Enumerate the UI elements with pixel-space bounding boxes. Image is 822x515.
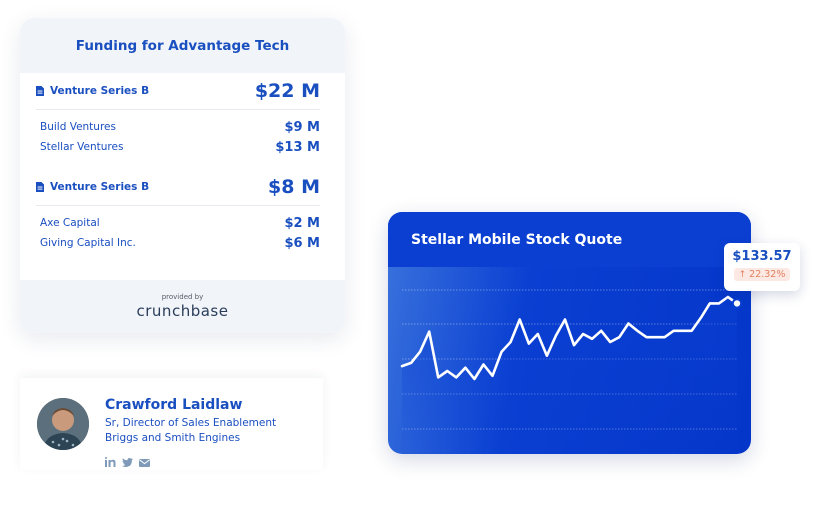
contact-title: Sr, Director of Sales Enablement (105, 417, 277, 429)
document-icon (36, 182, 44, 192)
investor-name[interactable]: Build Ventures (40, 121, 116, 133)
funding-header: Funding for Advantage Tech (20, 18, 345, 73)
funding-footer: provided by crunchbase (20, 280, 345, 333)
investor-list: Build Ventures $9 M Stellar Ventures $13… (36, 110, 320, 169)
round-name: Venture Series B (50, 181, 150, 193)
investor-amount: $2 M (284, 215, 320, 231)
round-name: Venture Series B (50, 85, 150, 97)
arrow-up-icon: ↑ (738, 269, 747, 280)
investor-row: Giving Capital Inc. $6 M (40, 233, 320, 253)
contact-name[interactable]: Crawford Laidlaw (105, 397, 243, 413)
price-badge: $133.57 ↑ 22.32% (724, 243, 800, 291)
stock-line (400, 295, 739, 381)
stock-area (402, 297, 737, 454)
investor-amount: $9 M (284, 119, 320, 135)
round-header: Venture Series B $22 M (36, 73, 320, 110)
stock-current-point[interactable] (731, 298, 743, 309)
round-total: $8 M (268, 176, 320, 198)
linkedin-icon[interactable] (105, 452, 116, 471)
social-links (105, 452, 276, 471)
funding-round: Venture Series B $22 M Build Ventures $9… (20, 73, 345, 169)
investor-name[interactable]: Giving Capital Inc. (40, 237, 136, 249)
investor-list: Axe Capital $2 M Giving Capital Inc. $6 … (36, 206, 320, 265)
crunchbase-logo[interactable]: crunchbase (136, 302, 229, 320)
twitter-icon[interactable] (122, 452, 133, 471)
funding-round: Venture Series B $8 M Axe Capital $2 M G… (20, 169, 345, 265)
round-name-wrapper: Venture Series B (36, 181, 149, 193)
stock-header: Stellar Mobile Stock Quote (388, 212, 751, 267)
document-icon (36, 86, 44, 96)
email-icon[interactable] (139, 452, 150, 471)
round-name-wrapper: Venture Series B (36, 85, 149, 97)
avatar (37, 398, 89, 450)
avatar-portrait (37, 398, 89, 450)
provided-by-label: provided by (161, 293, 204, 301)
stock-change-badge: ↑ 22.32% (733, 268, 791, 281)
contact-card: Crawford Laidlaw Sr, Director of Sales E… (20, 378, 323, 470)
stock-card: Stellar Mobile Stock Quote (388, 212, 751, 454)
investor-amount: $13 M (275, 139, 320, 155)
funding-card: Funding for Advantage Tech Venture Serie… (20, 18, 345, 333)
contact-info: Crawford Laidlaw Sr, Director of Sales E… (105, 397, 276, 471)
investor-amount: $6 M (284, 235, 320, 251)
stock-price: $133.57 (732, 249, 792, 264)
contact-company: Briggs and Smith Engines (105, 432, 241, 444)
investor-row: Stellar Ventures $13 M (40, 137, 320, 157)
stock-line-chart (400, 289, 743, 454)
investor-name[interactable]: Axe Capital (40, 217, 100, 229)
investor-row: Build Ventures $9 M (40, 117, 320, 137)
round-total: $22 M (254, 80, 320, 102)
funding-title: Funding for Advantage Tech (75, 37, 290, 54)
investor-row: Axe Capital $2 M (40, 213, 320, 233)
round-header: Venture Series B $8 M (36, 169, 320, 206)
stock-title: Stellar Mobile Stock Quote (411, 231, 623, 248)
investor-name[interactable]: Stellar Ventures (40, 141, 124, 153)
stock-change: 22.32% (749, 269, 786, 280)
